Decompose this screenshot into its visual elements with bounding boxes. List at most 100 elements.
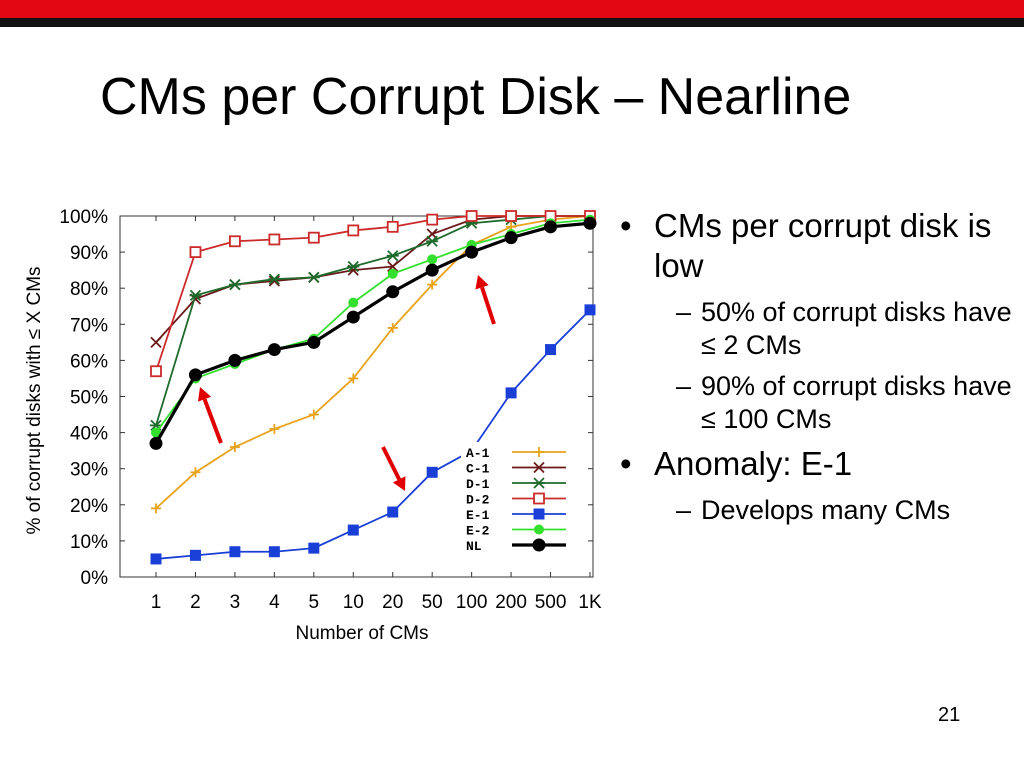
y-axis-label: % of corrupt disks with ≤ X CMs — [24, 266, 45, 534]
annotation-arrow — [198, 387, 223, 444]
data-point-d-1 — [228, 278, 241, 291]
data-point-e-1 — [229, 546, 241, 558]
data-point-d-1 — [189, 289, 202, 302]
x-tick-label: 2 — [190, 592, 201, 613]
sub-bullet-item: –50% of corrupt disks have ≤ 2 CMs — [612, 296, 1022, 362]
annotation-arrow — [475, 275, 496, 325]
data-point-d-2 — [150, 365, 162, 378]
data-point-nl — [307, 335, 321, 349]
sub-bullet-text: 90% of corrupt disks have ≤ 100 CMs — [701, 371, 1012, 434]
data-point-e-2 — [427, 254, 438, 265]
legend-swatch-marker — [533, 461, 545, 474]
data-point-d-1 — [426, 235, 439, 247]
data-point-a-1 — [387, 322, 398, 333]
data-point-nl — [544, 220, 558, 234]
legend-label: E-2 — [466, 524, 490, 539]
legend-label: D-2 — [466, 493, 490, 508]
data-point-d-1 — [386, 250, 399, 262]
x-tick-label: 100 — [456, 592, 488, 613]
data-point-d-2 — [307, 231, 320, 244]
y-tick-label: 10% — [70, 532, 108, 553]
dash-icon: – — [676, 371, 692, 401]
data-point-e-1 — [505, 387, 517, 399]
data-point-nl — [504, 231, 518, 245]
data-point-nl — [267, 343, 281, 357]
data-point-d-1 — [307, 271, 320, 284]
data-point-e-2 — [348, 297, 359, 308]
data-point-d-1 — [268, 273, 281, 285]
data-point-e-1 — [308, 542, 320, 554]
data-point-d-2 — [189, 246, 202, 258]
data-point-d-2 — [347, 224, 360, 237]
data-point-a-1 — [190, 467, 201, 478]
page-number: 21 — [938, 704, 961, 726]
data-point-nl — [188, 368, 202, 382]
legend-label: A-1 — [466, 446, 490, 461]
series-line-a-1 — [155, 215, 591, 510]
x-tick-label: 1 — [151, 592, 162, 613]
series-line-nl — [154, 221, 591, 445]
y-tick-label: 60% — [70, 351, 108, 372]
data-point-nl — [149, 436, 163, 450]
bullet-item: • CMs per corrupt disk is low — [612, 206, 1022, 286]
y-tick-label: 30% — [70, 460, 108, 481]
x-tick-label: 500 — [535, 592, 567, 613]
bullet-item: • Anomaly: E-1 — [612, 444, 1022, 484]
data-point-nl — [583, 216, 597, 230]
x-tick-label: 10 — [343, 592, 364, 613]
annotation-arrow — [381, 446, 406, 491]
series-line-d-1 — [155, 215, 590, 426]
y-tick-label: 70% — [70, 315, 108, 336]
data-point-nl — [228, 353, 242, 367]
data-point-d-1 — [347, 260, 360, 273]
series-line-e-1 — [155, 309, 591, 560]
x-tick-label: 200 — [495, 592, 527, 613]
data-point-a-1 — [308, 409, 319, 420]
legend-label: C-1 — [466, 462, 490, 477]
data-point-c-1 — [387, 260, 399, 273]
x-tick-label: 50 — [422, 592, 443, 613]
data-point-a-1 — [151, 503, 161, 514]
data-point-nl — [346, 310, 360, 324]
sub-bullet-item: –90% of corrupt disks have ≤ 100 CMs — [612, 370, 1022, 436]
sub-bullet-item: – Develops many CMs — [612, 494, 1022, 527]
data-point-a-1 — [348, 373, 359, 384]
bullet-text: CMs per corrupt disk is low — [654, 207, 992, 284]
legend-label: NL — [466, 539, 482, 554]
bullet-text: Anomaly: E-1 — [654, 445, 853, 482]
data-point-e-1 — [189, 549, 201, 561]
data-point-e-1 — [150, 553, 162, 565]
y-tick-label: 50% — [70, 388, 108, 409]
x-tick-label: 1K — [578, 592, 602, 613]
bullet-list: • CMs per corrupt disk is low –50% of cor… — [612, 206, 1022, 535]
data-point-e-1 — [584, 304, 596, 316]
top-accent-bar — [0, 0, 1024, 18]
legend-swatch-marker — [533, 492, 545, 505]
data-point-e-1 — [545, 344, 557, 356]
series-line-d-2 — [155, 215, 590, 372]
data-point-c-1 — [150, 336, 162, 348]
y-tick-label: 80% — [70, 279, 108, 300]
legend-swatch-marker — [533, 508, 545, 520]
data-point-a-1 — [269, 423, 280, 434]
y-tick-label: 40% — [70, 424, 108, 445]
data-point-a-1 — [427, 279, 438, 290]
cdf-chart: 0% 10% 20% 30% 40% 50% 60% 70% 80% 90% 100% 1 2 3 4 5 10… — [24, 207, 602, 644]
x-axis-label: Number of CMs — [295, 623, 428, 644]
data-point-c-1 — [268, 275, 281, 287]
data-point-d-2 — [465, 210, 478, 222]
legend-swatch-marker — [533, 477, 545, 489]
x-tick-label: 20 — [382, 592, 403, 613]
y-tick-label: 20% — [70, 496, 108, 517]
x-tick-label: 4 — [269, 592, 280, 613]
y-tick-label: 0% — [81, 568, 109, 589]
top-divider-line — [0, 18, 1024, 27]
data-point-e-2 — [387, 268, 398, 279]
data-point-d-2 — [505, 210, 517, 222]
data-point-d-2 — [229, 235, 241, 248]
sub-bullet-text: 50% of corrupt disks have ≤ 2 CMs — [701, 297, 1012, 360]
dash-icon: – — [676, 297, 692, 327]
y-tick-label: 90% — [70, 243, 108, 264]
data-point-a-1 — [229, 442, 240, 453]
bullet-dot-icon: • — [620, 445, 632, 482]
